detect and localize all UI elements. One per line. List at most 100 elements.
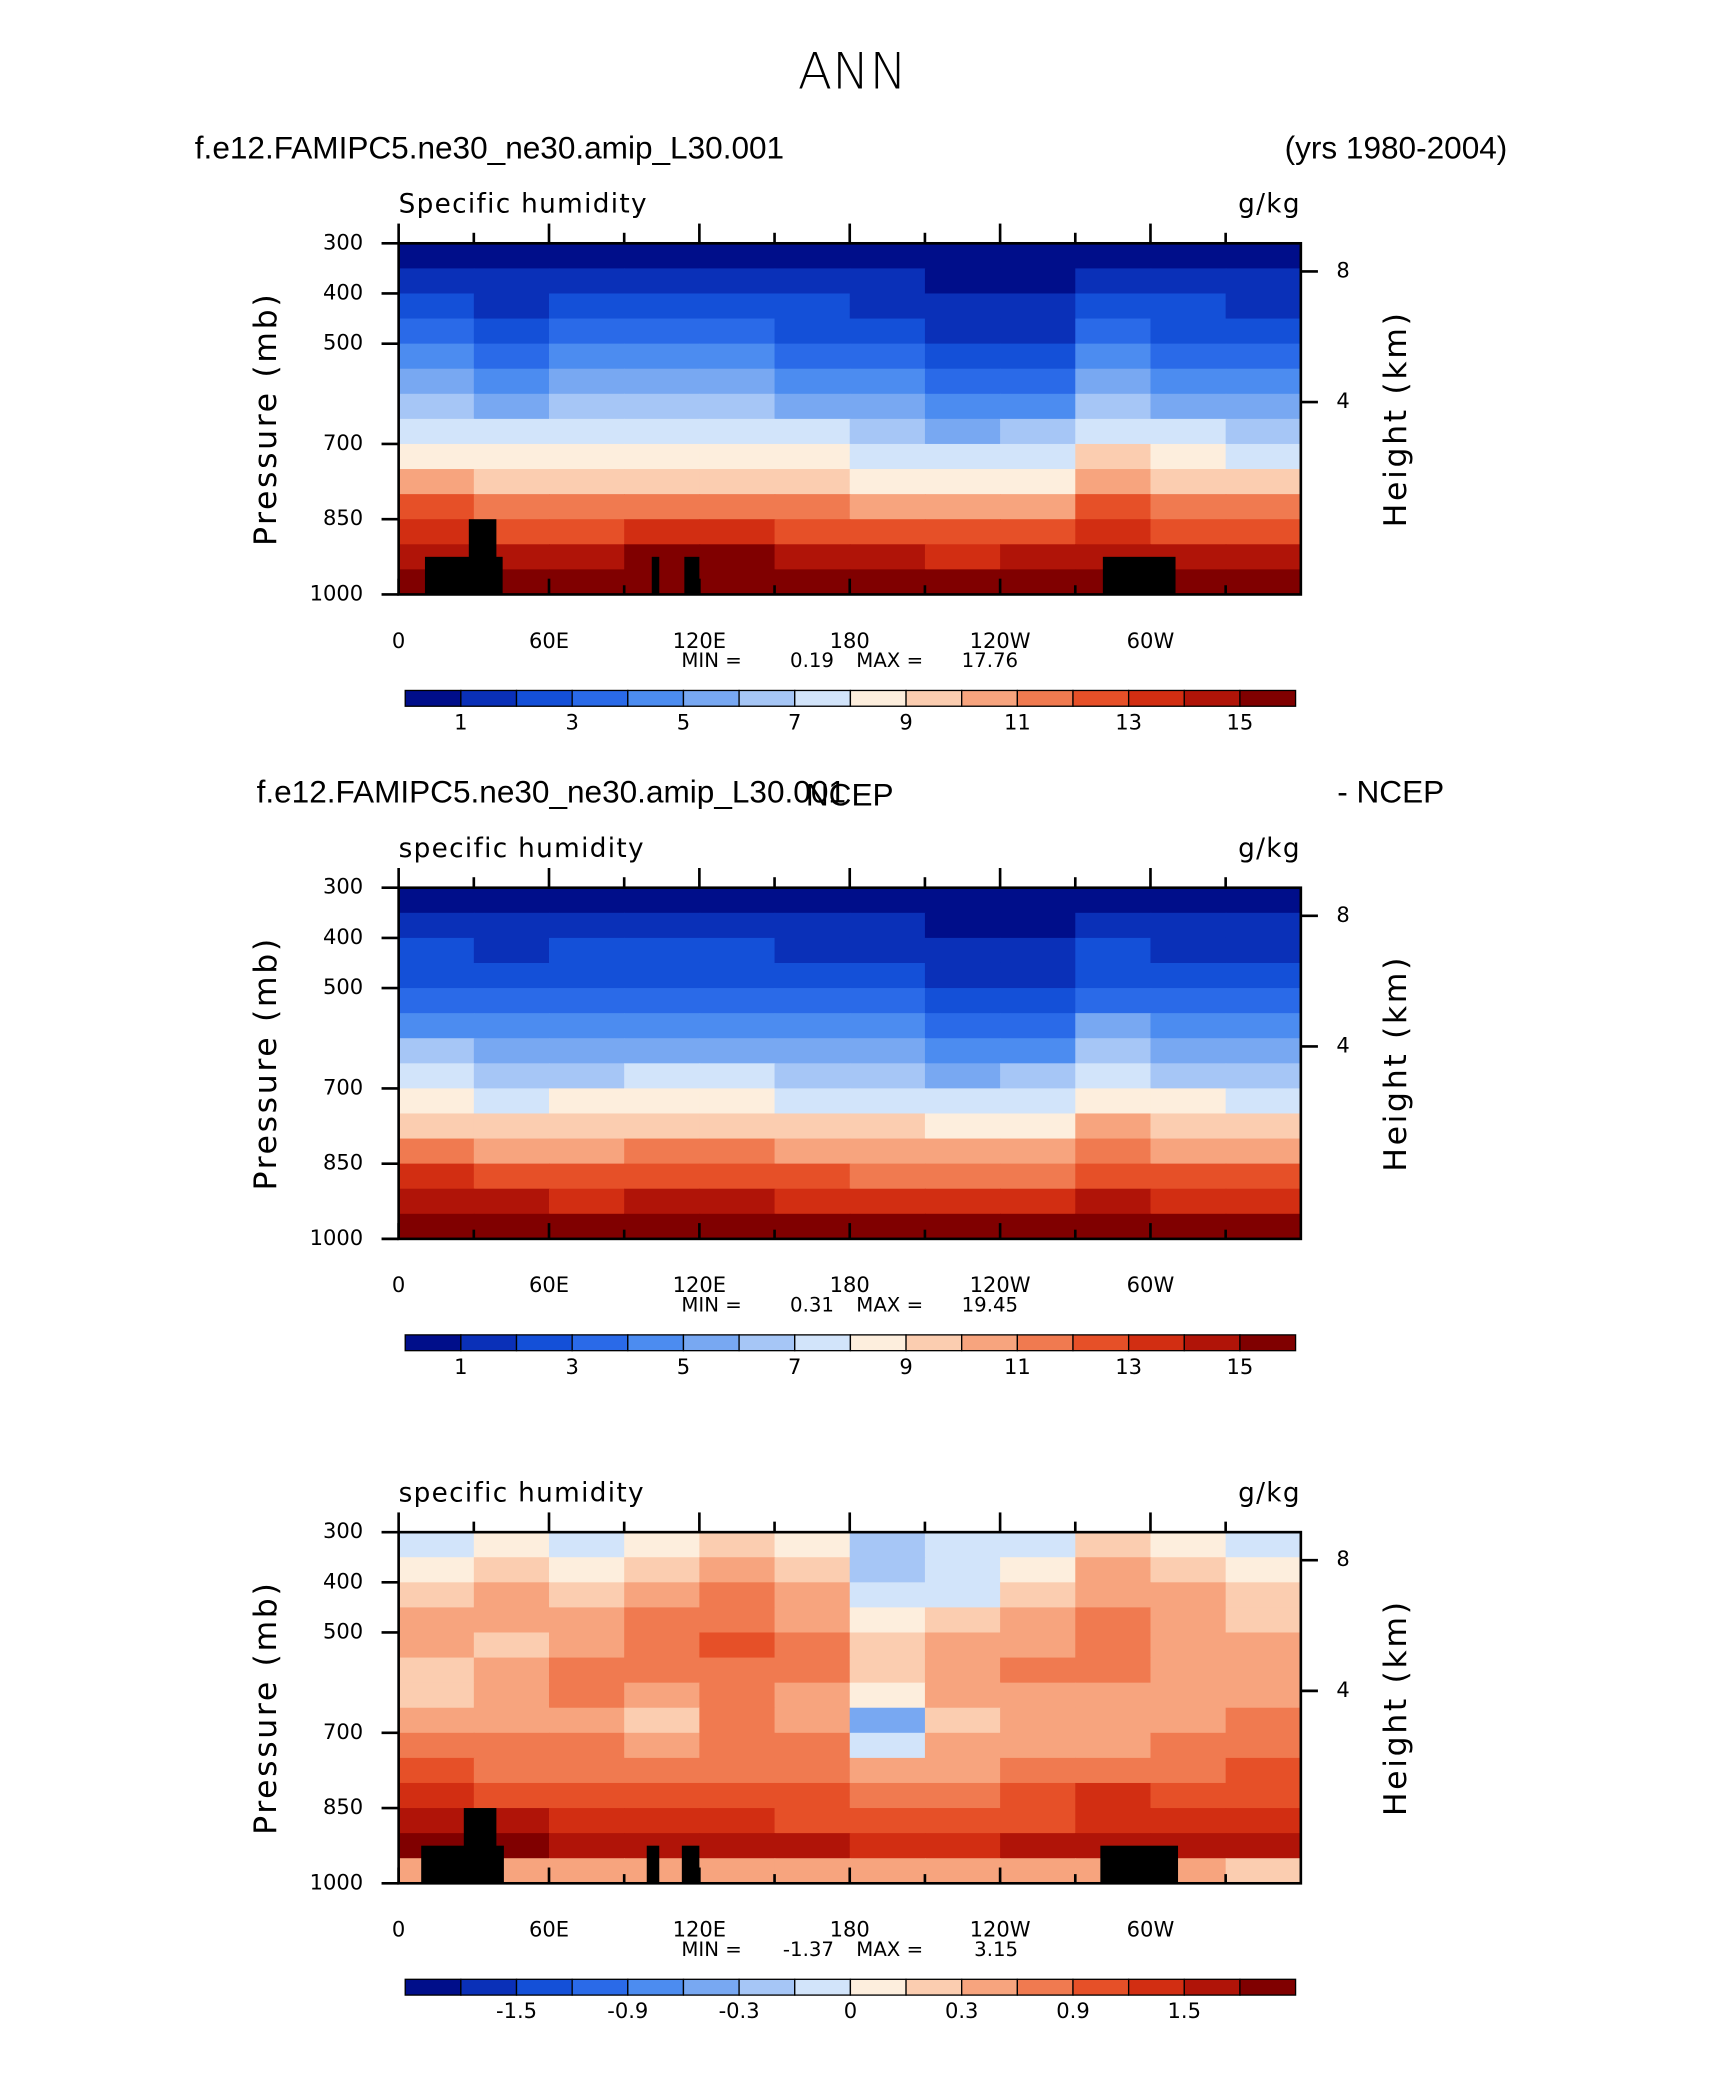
contour-cell [473,443,550,470]
y2-axis-label: Height (km) [1378,955,1414,1172]
contour-cell [849,368,926,395]
y-tick-label: 850 [323,1150,363,1175]
contour-cell [624,1557,701,1584]
contour-cell [398,1782,475,1809]
contour-cell [549,1013,625,1040]
contour-cell [924,1707,1001,1734]
contour-cell [398,1657,475,1684]
contour-cell [398,887,475,914]
contour-cell [774,1757,851,1784]
contour-cell [1150,1113,1227,1140]
contour-cell [473,988,550,1014]
contour-cell [774,887,851,914]
contour-cell [924,443,1001,470]
contour-cell [1000,988,1077,1014]
contour-cell [549,1607,625,1634]
contour-cell [398,318,475,345]
contour-cell [774,1858,851,1885]
contour-cell [473,268,550,295]
terrain [468,519,497,595]
contour-cell [1075,268,1152,295]
contour-cell [624,418,701,445]
contour-cell [398,1682,475,1709]
contour-cell [549,1682,625,1709]
contour-cell [1075,912,1152,939]
colorbar-label: 9 [899,709,912,734]
contour-cell [1075,1732,1152,1759]
contour-cell [398,469,475,495]
contour-cell [473,1682,550,1709]
contour-cell [1150,937,1227,964]
contour-cell [1075,469,1152,495]
contour-cell [624,1808,701,1834]
panel-title: NCEP [806,776,894,812]
contour-cell [624,443,701,470]
contour-cell [549,1063,625,1090]
contour-cell [398,1138,475,1165]
contour-cell [774,1707,851,1734]
colorbar-box [682,689,740,707]
contour-cell [849,1557,926,1584]
contour-cell [699,962,776,989]
y-tick-label: 1000 [310,1869,364,1894]
colorbar-box [849,1334,907,1352]
contour-cell [699,1557,776,1584]
contour-cell [1000,343,1077,370]
contour-cell [774,343,851,370]
contour-cell [774,1632,851,1659]
contour-cell [1225,293,1302,320]
contour-cell [699,519,776,546]
contour-cell [624,1188,701,1215]
contour-cell [849,1632,926,1659]
contour-cell [699,569,776,596]
contour-cell [849,1063,926,1090]
contour-cell [1225,1163,1302,1190]
contour-cell [549,293,625,320]
contour-cell [699,1038,776,1065]
contour-cell [774,1088,851,1115]
contour-cell [624,1532,701,1559]
contour-cell [774,1213,851,1240]
contour-cell [398,1707,475,1734]
colorbar-box [738,689,796,707]
contour-cell [774,912,851,939]
contour-cell [473,318,550,345]
contour-cell [774,268,851,295]
contour-cell [1000,1138,1077,1165]
contour-cell [924,519,1001,546]
x-tick-label: 120E [673,628,726,653]
colorbar-box [1239,1978,1297,1996]
contour-cell [1150,1732,1227,1759]
contour-cell [473,1607,550,1634]
contour-cell [473,418,550,445]
contour-cell [849,544,926,571]
contour-cell [1225,962,1302,989]
contour-cell [924,1213,1001,1240]
contour-cell [624,912,701,939]
contour-cell [1000,469,1077,495]
contour-cell [699,1088,776,1115]
contour-cell [699,1732,776,1759]
contour-cell [1225,494,1302,520]
max-value: 19.45 [962,1293,1018,1316]
contour-cell [699,268,776,295]
contour-cell [549,343,625,370]
x-tick-label: 180 [830,1917,870,1942]
contour-cell [473,343,550,370]
contour-cell [1075,1532,1152,1559]
contour-cell [924,1732,1001,1759]
colorbar-box [515,1334,573,1352]
contour-cell [1150,1657,1227,1684]
contour-cell [549,318,625,345]
contour-cell [624,1732,701,1759]
contour-cell [774,988,851,1014]
contour-cell [624,887,701,914]
contour-cell [1150,1213,1227,1240]
contour-cell [774,1188,851,1215]
contour-cell [549,1582,625,1609]
contour-cell [473,887,550,914]
contour-cell [1225,887,1302,914]
contour-cell [398,443,475,470]
contour-cell [924,1163,1001,1190]
colorbar-label: 0.9 [1056,1998,1089,2023]
